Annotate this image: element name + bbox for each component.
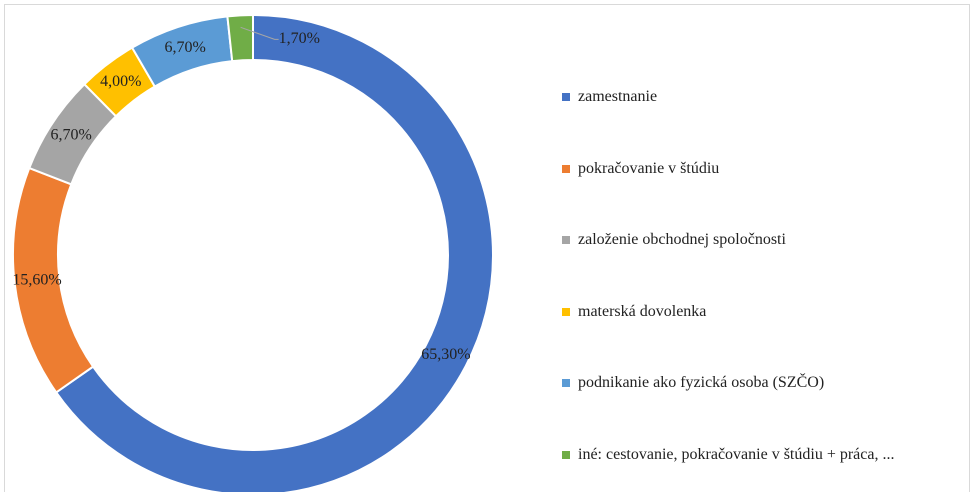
legend-item: zamestnanie: [562, 87, 968, 107]
legend-swatch: [562, 451, 570, 459]
donut-slice: [54, 13, 494, 492]
legend-item: pokračovanie v štúdiu: [562, 159, 968, 179]
donut-slice: [226, 13, 254, 63]
legend-label: pokračovanie v štúdiu: [578, 159, 720, 177]
legend-label: zamestnanie: [578, 88, 658, 105]
legend-swatch: [562, 379, 570, 388]
legend-label: iné: cestovanie, pokračovanie v štúdiu +…: [578, 446, 895, 463]
legend-item: založenie obchodnej spoločnosti: [562, 230, 968, 250]
legend-swatch: [562, 93, 570, 101]
legend-swatch: [562, 307, 570, 316]
data-label: 65,30%: [421, 346, 470, 363]
data-label: 1,70%: [279, 30, 320, 47]
legend-swatch: [562, 164, 570, 173]
frame: [4, 4, 970, 492]
data-label: 6,70%: [164, 39, 205, 56]
legend-item: iné: cestovanie, pokračovanie v štúdiu +…: [562, 445, 968, 465]
leader-line: [240, 26, 279, 40]
legend-item: podnikanie ako fyzická osoba (SZČO): [562, 373, 968, 393]
legend-label: materská dovolenka: [578, 302, 707, 320]
data-label: 15,60%: [12, 272, 61, 289]
legend-label: podnikanie ako fyzická osoba (SZČO): [578, 374, 825, 392]
data-label: 6,70%: [51, 126, 92, 143]
legend-label: založenie obchodnej spoločnosti: [578, 231, 786, 249]
legend-swatch: [562, 236, 570, 245]
legend-item: materská dovolenka: [562, 302, 968, 322]
data-label: 4,00%: [100, 73, 141, 90]
